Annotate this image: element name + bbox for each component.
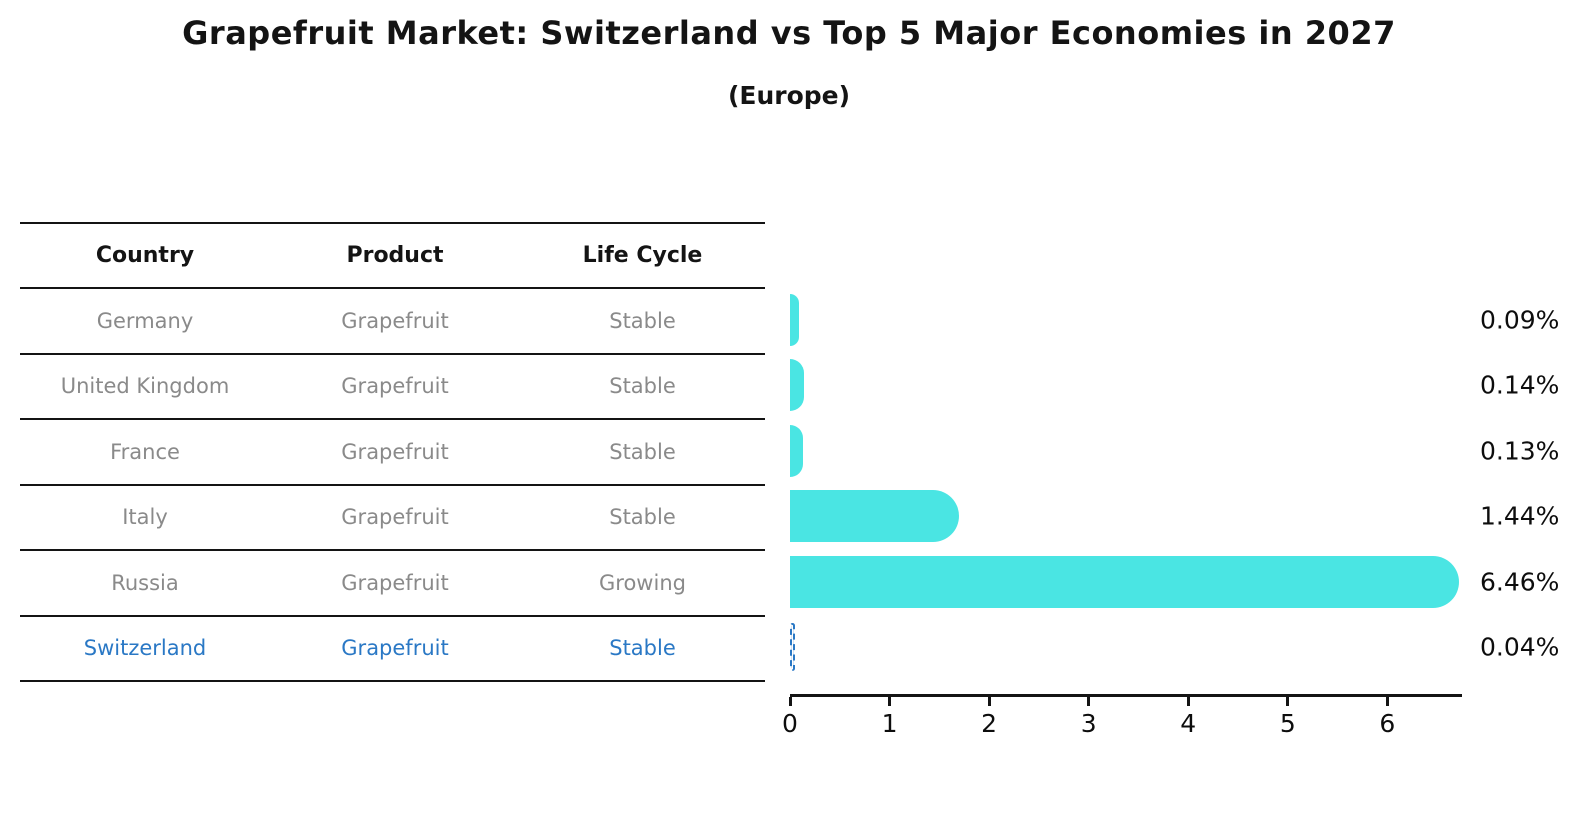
cell-country: Russia <box>111 570 179 595</box>
bar-row-italy: 1.44% <box>790 484 1559 550</box>
cell-life-cycle: Stable <box>609 439 676 464</box>
x-tick-label: 0 <box>782 709 798 738</box>
cell-product: Grapefruit <box>341 374 449 399</box>
x-axis-line <box>790 694 1462 697</box>
cell-product: Grapefruit <box>341 308 449 333</box>
column-header-product: Product <box>346 243 444 268</box>
column-header-life-cycle: Life Cycle <box>582 243 703 268</box>
table-row-italy: Italy Grapefruit Stable <box>20 486 765 551</box>
table-row-germany: Germany Grapefruit Stable <box>20 289 765 355</box>
tick-mark <box>1286 697 1290 706</box>
cell-country: Switzerland <box>83 636 207 661</box>
bar-row-switzerland: 0.04% <box>790 615 1559 681</box>
tick-mark <box>1385 697 1389 706</box>
table-row-united-kingdom: United Kingdom Grapefruit Stable <box>20 355 765 420</box>
chart-title: Grapefruit Market: Switzerland vs Top 5 … <box>182 14 1396 52</box>
bar <box>790 490 960 543</box>
chart-subtitle: (Europe) <box>727 81 851 110</box>
cell-country: Italy <box>122 505 168 530</box>
cell-life-cycle: Stable <box>609 505 676 530</box>
x-tick-label: 6 <box>1379 709 1396 738</box>
bar <box>790 555 1460 608</box>
cell-country: France <box>110 439 180 464</box>
tick-mark <box>888 697 892 706</box>
table-row-france: France Grapefruit Stable <box>20 420 765 486</box>
x-tick-label: 2 <box>981 709 998 738</box>
value-label: 6.46% <box>1480 567 1560 597</box>
tick-mark <box>788 697 792 706</box>
value-label: 1.44% <box>1480 501 1560 531</box>
cell-product: Grapefruit <box>341 439 449 464</box>
tick-mark <box>1087 697 1091 706</box>
country-table: Country Product Life Cycle Germany Grape… <box>20 222 765 682</box>
cell-country: Germany <box>96 308 194 333</box>
bar <box>790 293 799 346</box>
x-tick-label: 1 <box>881 709 898 738</box>
cell-product: Grapefruit <box>341 505 449 530</box>
x-axis: 0 1 2 3 4 5 6 <box>782 694 1462 744</box>
value-label: 0.09% <box>1480 305 1560 335</box>
x-tick-label: 4 <box>1180 709 1197 738</box>
bar-row-united-kingdom: 0.14% <box>790 353 1559 419</box>
cell-product: Grapefruit <box>341 570 449 595</box>
table-row-russia: Russia Grapefruit Growing <box>20 551 765 617</box>
cell-life-cycle: Growing <box>599 570 686 595</box>
tick-mark <box>987 697 991 706</box>
cell-life-cycle: Stable <box>609 636 676 661</box>
cell-life-cycle: Stable <box>609 374 676 399</box>
value-label: 0.13% <box>1480 436 1560 466</box>
cell-country: United Kingdom <box>60 374 230 399</box>
bar-plot: 0.09% 0.14% 0.13% 1.44% 6.46% 0.04% <box>790 287 1559 681</box>
bar <box>790 359 804 412</box>
bar-row-france: 0.13% <box>790 418 1559 484</box>
column-header-country: Country <box>95 243 195 268</box>
cell-product: Grapefruit <box>341 636 449 661</box>
value-label: 0.04% <box>1480 632 1560 662</box>
x-tick-label: 3 <box>1080 709 1097 738</box>
cell-life-cycle: Stable <box>609 308 676 333</box>
table-header-row: Country Product Life Cycle <box>20 224 765 289</box>
table-row-switzerland: Switzerland Grapefruit Stable <box>20 617 765 682</box>
bar <box>790 424 803 477</box>
value-label: 0.14% <box>1480 370 1560 400</box>
x-tick-label: 5 <box>1279 709 1296 738</box>
bar-row-russia: 6.46% <box>790 549 1559 615</box>
tick-mark <box>1186 697 1190 706</box>
bar <box>790 623 795 672</box>
bar-row-germany: 0.09% <box>790 287 1559 353</box>
